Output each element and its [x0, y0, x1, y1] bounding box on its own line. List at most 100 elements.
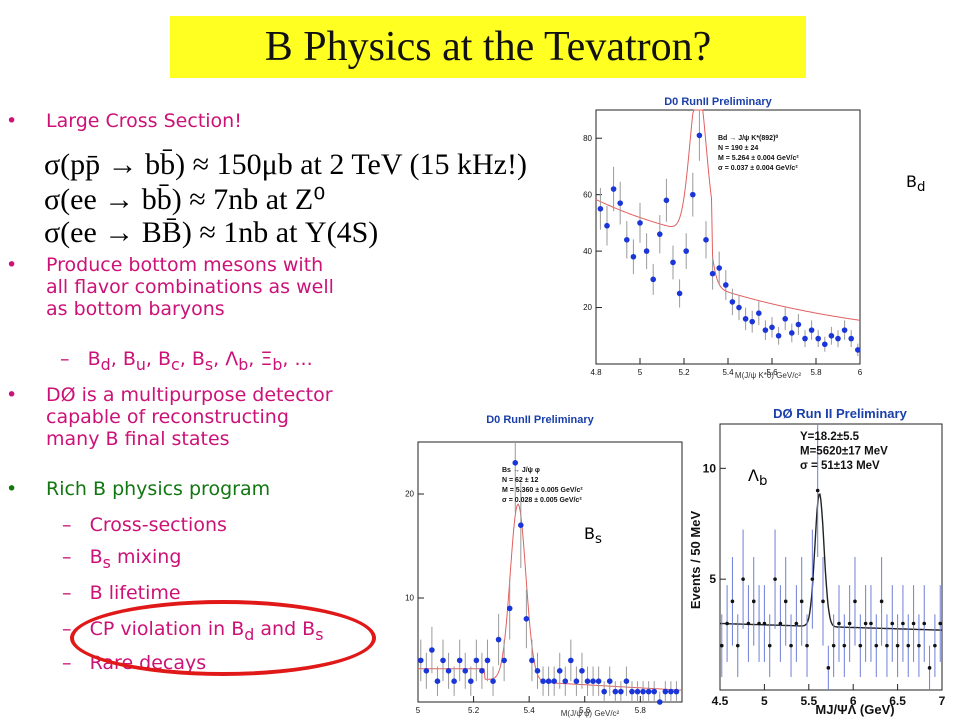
data-point — [709, 270, 716, 277]
data-point — [933, 643, 937, 648]
x-axis-label: M(J/ψ φ) GeV/c² — [561, 709, 620, 718]
fit-annotation: Bd → J/ψ K*(892)⁰ — [718, 134, 778, 142]
x-tick-label: 5.6 — [766, 368, 778, 377]
data-point — [506, 605, 513, 612]
data-point — [783, 599, 788, 604]
data-point — [590, 678, 596, 684]
plot-title: DØ Run II Preliminary — [773, 406, 907, 421]
fit-annotation: Y=18.2±5.5 — [800, 431, 860, 443]
data-point — [879, 599, 884, 604]
data-point — [828, 332, 835, 339]
data-point — [719, 643, 724, 648]
data-point — [640, 688, 646, 695]
data-point — [874, 643, 879, 648]
data-point — [789, 330, 795, 336]
y-tick-label: 10 — [703, 461, 717, 475]
program-item-b-lifetime: – B lifetime — [62, 582, 181, 604]
data-point — [911, 621, 916, 626]
x-tick-label: 6 — [858, 368, 863, 377]
data-point — [906, 643, 911, 648]
fit-annotation: M = 5.360 ± 0.005 GeV/c² — [502, 487, 583, 494]
bullet-produce-mesons: Produce bottom mesons with all flavor co… — [46, 254, 334, 320]
x-tick-label: 6.5 — [889, 694, 906, 708]
fit-annotation: σ = 0.037 ± 0.004 GeV/c² — [718, 165, 798, 172]
data-point — [501, 657, 507, 664]
data-point — [815, 488, 820, 493]
data-point — [657, 231, 663, 237]
data-point — [831, 643, 836, 648]
x-tick-label: 5.8 — [810, 368, 822, 377]
plot-title: D0 RunII Preliminary — [486, 414, 594, 426]
data-point — [479, 668, 485, 674]
data-point — [656, 699, 663, 705]
cross-section-eq-1: σ(pp̄ → bb̄) ≈ 150μb at 2 TeV (15 kHz!) — [44, 148, 527, 181]
data-point — [473, 657, 480, 664]
data-point — [637, 220, 643, 226]
data-point — [808, 327, 815, 333]
data-point — [795, 321, 802, 328]
data-point — [901, 621, 905, 626]
x-tick-label: 7 — [939, 694, 946, 708]
data-point — [650, 276, 656, 283]
slide-title-box: B Physics at the Tevatron? — [170, 16, 806, 78]
data-point — [606, 678, 613, 684]
data-point — [429, 647, 435, 653]
data-point — [630, 253, 637, 260]
data-point — [778, 621, 783, 626]
fit-annotation: N = 62 ± 12 — [502, 477, 538, 484]
meson-list: – Bd, Bu, Bc, Bs, Λb, Ξb, ... — [60, 348, 313, 374]
data-point — [662, 688, 669, 695]
data-point — [562, 678, 569, 684]
data-point — [440, 657, 446, 664]
y-tick-label: 20 — [405, 490, 414, 499]
data-point — [835, 335, 841, 342]
data-point — [927, 666, 932, 670]
x-tick-label: 4.5 — [712, 694, 729, 708]
data-point — [869, 621, 873, 626]
data-point — [584, 678, 591, 684]
data-point — [762, 621, 767, 626]
data-point — [683, 248, 689, 254]
y-tick-label: 60 — [583, 190, 592, 199]
data-point — [556, 668, 563, 674]
x-tick-label: 4.8 — [590, 368, 602, 377]
bullet-multipurpose-detector: DØ is a multipurpose detector capable of… — [46, 384, 333, 450]
data-point — [423, 668, 430, 674]
data-point — [468, 678, 474, 684]
x-axis-label: M(J/ψ K*0) GeV/c² — [735, 371, 801, 380]
data-point — [690, 191, 696, 198]
data-point — [573, 678, 580, 684]
data-point — [756, 310, 762, 316]
bd-label: Bd — [906, 172, 926, 196]
data-point — [445, 668, 452, 674]
bullet-rich-program: Rich B physics program — [46, 478, 271, 500]
fit-annotation: M=5620±17 MeV — [800, 446, 888, 458]
cross-section-eq-3: σ(ee → BB̄) ≈ 1nb at Υ(4S) — [44, 216, 379, 249]
y-tick-label: 20 — [583, 303, 592, 312]
data-point — [826, 666, 831, 670]
data-point — [789, 643, 793, 648]
data-point — [670, 259, 676, 266]
data-point — [742, 316, 749, 322]
data-point — [725, 621, 729, 626]
program-item-bs-mixing: – Bs mixing — [62, 546, 182, 572]
data-point — [451, 678, 457, 684]
x-tick-label: 6 — [850, 694, 857, 708]
data-point — [730, 599, 735, 604]
cross-section-eq-2: σ(ee → bb̄) ≈ 7nb at Z⁰ — [44, 183, 326, 216]
data-point — [716, 265, 722, 271]
x-tick-label: 5 — [761, 694, 768, 708]
data-point — [837, 621, 841, 626]
data-point — [841, 327, 848, 333]
slide-title: B Physics at the Tevatron? — [264, 24, 712, 70]
x-tick-label: 5.4 — [722, 368, 734, 377]
data-point — [534, 668, 541, 674]
data-point — [645, 688, 652, 695]
data-point — [523, 616, 530, 622]
data-point — [917, 643, 921, 648]
data-point — [858, 643, 863, 648]
data-point — [617, 200, 623, 206]
data-point — [597, 205, 604, 212]
x-tick-label: 5.2 — [678, 368, 690, 377]
data-point — [696, 132, 703, 139]
